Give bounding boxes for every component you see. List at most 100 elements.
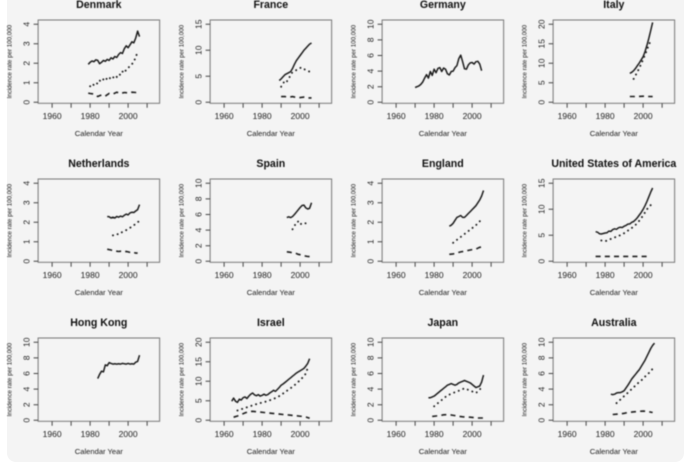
svg-text:2000: 2000 — [462, 429, 481, 439]
svg-text:8: 8 — [193, 196, 203, 201]
svg-text:4: 4 — [193, 227, 203, 232]
svg-text:1960: 1960 — [386, 429, 405, 439]
svg-text:2000: 2000 — [290, 270, 309, 280]
svg-text:1960: 1960 — [386, 111, 405, 121]
svg-text:2000: 2000 — [290, 111, 309, 121]
svg-text:10: 10 — [365, 337, 375, 347]
svg-text:2000: 2000 — [119, 429, 138, 439]
svg-text:1: 1 — [22, 80, 32, 85]
svg-text:2000: 2000 — [119, 111, 138, 121]
svg-text:1960: 1960 — [214, 111, 233, 121]
svg-text:Incidence rate per 100,000: Incidence rate per 100,000 — [7, 342, 14, 416]
svg-text:1960: 1960 — [214, 270, 233, 280]
svg-text:1980: 1980 — [81, 429, 100, 439]
svg-text:Incidence rate per 100,000: Incidence rate per 100,000 — [350, 24, 357, 98]
svg-text:4: 4 — [365, 181, 375, 186]
svg-text:1980: 1980 — [596, 429, 615, 439]
svg-text:Incidence rate per 100,000: Incidence rate per 100,000 — [522, 183, 529, 257]
svg-text:1960: 1960 — [43, 429, 62, 439]
svg-text:1980: 1980 — [252, 429, 271, 439]
svg-text:8: 8 — [22, 355, 32, 360]
svg-text:6: 6 — [193, 212, 203, 217]
svg-text:5: 5 — [537, 80, 547, 85]
svg-text:2: 2 — [365, 84, 375, 89]
svg-text:1960: 1960 — [386, 270, 405, 280]
svg-text:3: 3 — [22, 200, 32, 205]
svg-text:Calendar Year: Calendar Year — [418, 288, 467, 297]
svg-text:15: 15 — [537, 39, 547, 49]
svg-text:8: 8 — [365, 37, 375, 42]
svg-text:1980: 1980 — [424, 111, 443, 121]
svg-text:15: 15 — [193, 357, 203, 367]
svg-text:15: 15 — [193, 19, 203, 29]
svg-text:2: 2 — [22, 220, 32, 225]
svg-text:2: 2 — [365, 220, 375, 225]
svg-text:Incidence rate per 100,000: Incidence rate per 100,000 — [522, 24, 529, 98]
svg-text:1960: 1960 — [558, 111, 577, 121]
svg-text:2: 2 — [22, 61, 32, 66]
svg-text:10: 10 — [537, 337, 547, 347]
svg-text:Calendar Year: Calendar Year — [418, 129, 467, 138]
svg-text:Hong Kong: Hong Kong — [70, 317, 127, 329]
svg-text:Incidence rate per 100,000: Incidence rate per 100,000 — [7, 24, 14, 98]
svg-text:Italy: Italy — [603, 0, 624, 11]
svg-text:10: 10 — [537, 204, 547, 214]
svg-text:England: England — [421, 158, 463, 170]
svg-text:10: 10 — [537, 58, 547, 68]
svg-text:1980: 1980 — [252, 111, 271, 121]
svg-text:6: 6 — [537, 371, 547, 376]
svg-text:Calendar Year: Calendar Year — [590, 447, 639, 456]
svg-text:10: 10 — [22, 337, 32, 347]
svg-text:10: 10 — [365, 19, 375, 29]
svg-text:0: 0 — [193, 418, 203, 423]
svg-text:Netherlands: Netherlands — [68, 158, 129, 170]
svg-text:France: France — [253, 0, 288, 11]
svg-text:Spain: Spain — [256, 158, 285, 170]
svg-text:2: 2 — [22, 402, 32, 407]
svg-text:Calendar Year: Calendar Year — [75, 288, 124, 297]
svg-text:1960: 1960 — [558, 429, 577, 439]
svg-text:2000: 2000 — [634, 111, 653, 121]
svg-text:1980: 1980 — [596, 270, 615, 280]
svg-text:0: 0 — [537, 418, 547, 423]
svg-text:1960: 1960 — [214, 429, 233, 439]
svg-text:Incidence rate per 100,000: Incidence rate per 100,000 — [7, 183, 14, 257]
svg-text:0: 0 — [365, 100, 375, 105]
svg-text:Incidence rate per 100,000: Incidence rate per 100,000 — [178, 183, 185, 257]
svg-text:1980: 1980 — [81, 111, 100, 121]
svg-text:2000: 2000 — [290, 429, 309, 439]
svg-text:10: 10 — [193, 376, 203, 386]
svg-text:2000: 2000 — [634, 270, 653, 280]
svg-text:5: 5 — [193, 74, 203, 79]
svg-text:Calendar Year: Calendar Year — [590, 129, 639, 138]
svg-text:6: 6 — [365, 53, 375, 58]
svg-text:4: 4 — [22, 386, 32, 391]
svg-text:1980: 1980 — [252, 270, 271, 280]
svg-text:Calendar Year: Calendar Year — [247, 288, 296, 297]
svg-text:4: 4 — [22, 22, 32, 27]
svg-text:0: 0 — [537, 100, 547, 105]
svg-text:0: 0 — [22, 259, 32, 264]
svg-text:8: 8 — [537, 355, 547, 360]
svg-text:1980: 1980 — [424, 429, 443, 439]
svg-text:2: 2 — [193, 243, 203, 248]
svg-text:0: 0 — [22, 100, 32, 105]
svg-text:4: 4 — [365, 386, 375, 391]
svg-text:1960: 1960 — [558, 270, 577, 280]
svg-text:10: 10 — [193, 45, 203, 55]
svg-text:1960: 1960 — [43, 270, 62, 280]
svg-text:1980: 1980 — [596, 111, 615, 121]
svg-text:1: 1 — [365, 239, 375, 244]
svg-text:3: 3 — [22, 41, 32, 46]
svg-text:Germany: Germany — [419, 0, 465, 11]
svg-text:20: 20 — [537, 19, 547, 29]
svg-text:1960: 1960 — [43, 111, 62, 121]
svg-text:Incidence rate per 100,000: Incidence rate per 100,000 — [350, 342, 357, 416]
svg-text:0: 0 — [537, 259, 547, 264]
svg-text:0: 0 — [365, 418, 375, 423]
svg-text:4: 4 — [537, 386, 547, 391]
svg-text:Denmark: Denmark — [76, 0, 121, 11]
svg-text:Australia: Australia — [591, 317, 636, 329]
svg-text:5: 5 — [537, 233, 547, 238]
svg-text:2000: 2000 — [462, 270, 481, 280]
